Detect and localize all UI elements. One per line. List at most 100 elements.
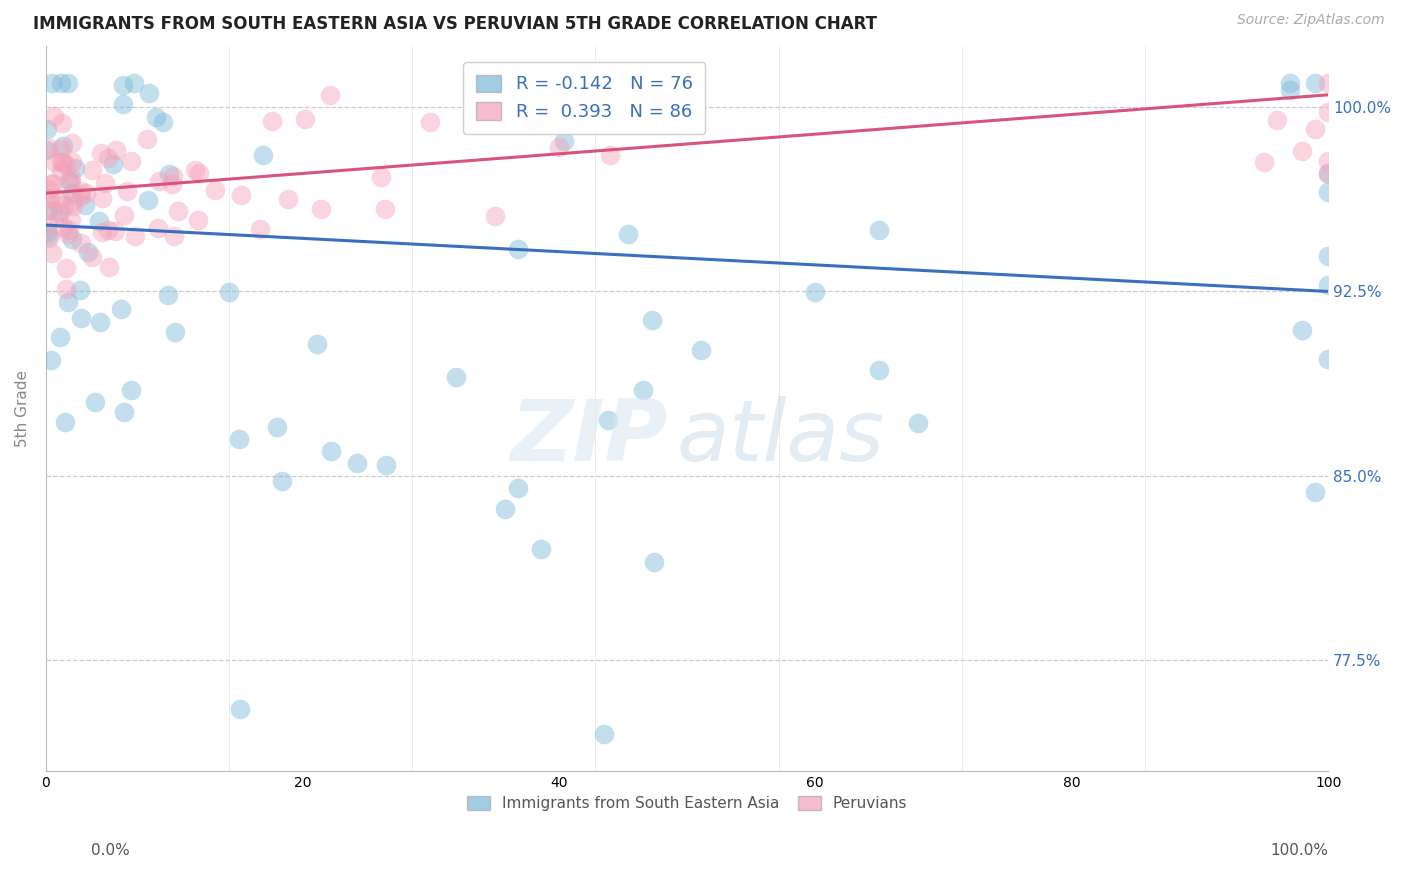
Point	[46, 211, 69, 226]
Point	[506, 242, 529, 256]
Legend: Immigrants from South Eastern Asia, Peruvians: Immigrants from South Eastern Asia, Peru…	[461, 789, 914, 817]
Point	[294, 112, 316, 127]
Point	[305, 337, 328, 351]
Text: Source: ZipAtlas.com: Source: ZipAtlas.com	[1237, 13, 1385, 28]
Point	[82, 250, 104, 264]
Point	[104, 143, 127, 157]
Point	[97, 223, 120, 237]
Point	[277, 192, 299, 206]
Point	[62, 155, 84, 169]
Point	[522, 115, 544, 129]
Point	[73, 198, 96, 212]
Point	[1305, 485, 1327, 500]
Point	[51, 115, 73, 129]
Point	[60, 170, 83, 185]
Point	[41, 246, 63, 260]
Point	[146, 220, 169, 235]
Point	[1317, 167, 1340, 181]
Point	[44, 155, 66, 169]
Point	[58, 174, 80, 188]
Point	[39, 177, 62, 191]
Point	[97, 260, 120, 274]
Point	[204, 183, 226, 197]
Point	[163, 326, 186, 340]
Point	[1317, 277, 1340, 292]
Point	[58, 294, 80, 309]
Point	[138, 87, 160, 101]
Point	[89, 315, 111, 329]
Point	[249, 222, 271, 236]
Point	[419, 115, 441, 129]
Point	[1265, 113, 1288, 128]
Point	[617, 227, 640, 241]
Point	[60, 136, 83, 150]
Point	[804, 285, 827, 299]
Point	[90, 191, 112, 205]
Point	[187, 213, 209, 227]
Point	[93, 176, 115, 190]
Text: IMMIGRANTS FROM SOUTH EASTERN ASIA VS PERUVIAN 5TH GRADE CORRELATION CHART: IMMIGRANTS FROM SOUTH EASTERN ASIA VS PE…	[34, 15, 877, 33]
Point	[374, 202, 396, 216]
Point	[37, 191, 59, 205]
Point	[120, 383, 142, 397]
Point	[1291, 144, 1313, 158]
Point	[42, 203, 65, 218]
Point	[162, 229, 184, 244]
Point	[136, 132, 159, 146]
Point	[374, 458, 396, 472]
Point	[547, 140, 569, 154]
Point	[229, 702, 252, 716]
Point	[63, 161, 86, 176]
Text: 0.0%: 0.0%	[91, 843, 131, 858]
Point	[38, 230, 60, 244]
Point	[110, 302, 132, 317]
Point	[1291, 323, 1313, 337]
Point	[59, 213, 82, 227]
Point	[37, 217, 59, 231]
Point	[60, 195, 83, 210]
Point	[162, 169, 184, 184]
Point	[49, 164, 72, 178]
Point	[152, 115, 174, 129]
Point	[58, 223, 80, 237]
Point	[1278, 76, 1301, 90]
Point	[593, 727, 616, 741]
Point	[262, 114, 284, 128]
Text: 100.0%: 100.0%	[1271, 843, 1329, 858]
Point	[319, 88, 342, 103]
Point	[1253, 155, 1275, 169]
Point	[84, 395, 107, 409]
Point	[167, 204, 190, 219]
Point	[55, 158, 77, 172]
Point	[266, 419, 288, 434]
Point	[41, 76, 63, 90]
Point	[60, 232, 83, 246]
Point	[188, 166, 211, 180]
Point	[52, 219, 75, 234]
Point	[49, 330, 72, 344]
Point	[70, 184, 93, 198]
Point	[599, 147, 621, 161]
Point	[56, 76, 79, 90]
Point	[112, 209, 135, 223]
Point	[38, 141, 60, 155]
Point	[44, 110, 66, 124]
Point	[39, 194, 62, 208]
Point	[1317, 249, 1340, 263]
Point	[51, 155, 73, 169]
Point	[35, 122, 58, 136]
Point	[41, 177, 63, 191]
Point	[38, 227, 60, 242]
Point	[49, 193, 72, 207]
Point	[1317, 104, 1340, 119]
Point	[596, 413, 619, 427]
Point	[907, 416, 929, 430]
Point	[444, 370, 467, 384]
Point	[631, 383, 654, 397]
Point	[484, 210, 506, 224]
Point	[60, 186, 83, 201]
Point	[1317, 185, 1340, 199]
Point	[136, 193, 159, 207]
Point	[112, 97, 135, 112]
Point	[270, 474, 292, 488]
